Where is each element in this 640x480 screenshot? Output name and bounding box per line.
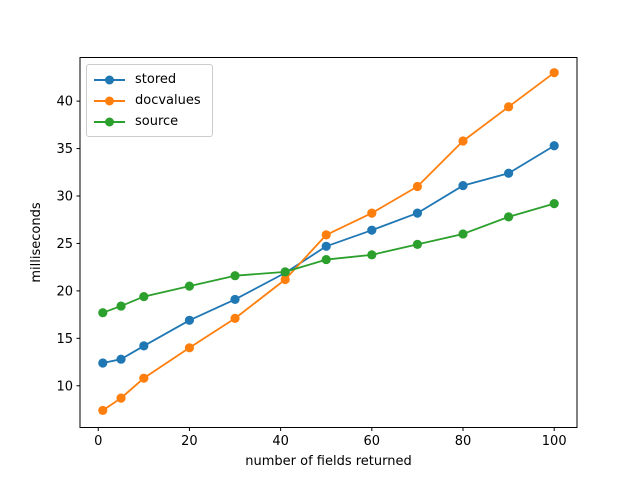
x-tick-label: 20 bbox=[181, 434, 198, 449]
data-point-docvalues bbox=[458, 136, 468, 146]
data-point-docvalues bbox=[98, 405, 108, 416]
data-point-source bbox=[504, 212, 514, 222]
data-point-stored bbox=[116, 354, 126, 364]
series-line-docvalues bbox=[102, 71, 555, 412]
y-tick-label: 20 bbox=[56, 284, 73, 299]
data-point-source bbox=[367, 250, 377, 260]
y-tick-label: 40 bbox=[56, 95, 73, 110]
data-point-source bbox=[184, 281, 195, 291]
data-point-docvalues bbox=[116, 393, 126, 403]
legend-sample-line-source bbox=[94, 117, 125, 126]
legend-entry-stored: stored bbox=[93, 69, 201, 90]
legend-label: stored bbox=[135, 72, 177, 87]
legend-sample-line-stored bbox=[94, 75, 125, 84]
data-point-source bbox=[139, 291, 149, 302]
data-point-docvalues bbox=[280, 274, 290, 285]
data-point-source bbox=[230, 271, 240, 281]
legend-entry-docvalues: docvalues bbox=[93, 90, 201, 111]
legend-marker bbox=[105, 75, 114, 84]
y-tick-label: 25 bbox=[56, 237, 73, 252]
y-axis: 10 15 20 25 30 35 40 bbox=[56, 95, 80, 394]
x-axis: 0 20 40 60 80 100 bbox=[94, 427, 567, 449]
data-point-docvalues bbox=[367, 208, 377, 218]
data-point-docvalues bbox=[139, 373, 149, 383]
data-point-source bbox=[116, 301, 126, 311]
legend-label: source bbox=[135, 114, 179, 129]
data-point-source bbox=[280, 267, 290, 277]
data-point-stored bbox=[367, 225, 377, 235]
legend-label: docvalues bbox=[135, 93, 201, 108]
series-docvalues bbox=[98, 68, 559, 416]
x-axis-label: number of fields returned bbox=[245, 454, 412, 469]
data-point-docvalues bbox=[184, 343, 195, 353]
x-tick-label: 0 bbox=[94, 434, 102, 449]
legend-marker bbox=[105, 96, 114, 105]
y-tick-label: 10 bbox=[56, 379, 73, 394]
data-point-stored bbox=[98, 358, 108, 368]
data-point-stored bbox=[458, 180, 468, 191]
data-point-source bbox=[549, 199, 559, 209]
data-point-stored bbox=[184, 315, 195, 325]
x-tick-label: 80 bbox=[455, 434, 472, 449]
data-point-source bbox=[98, 308, 108, 318]
data-point-docvalues bbox=[549, 68, 559, 78]
data-point-docvalues bbox=[230, 313, 240, 323]
y-axis-label: milliseconds bbox=[29, 202, 44, 282]
data-point-stored bbox=[230, 294, 240, 305]
legend-marker bbox=[105, 117, 114, 126]
legend: stored docvalues source bbox=[86, 64, 213, 137]
series-stored bbox=[98, 141, 559, 368]
legend-sample-line-docvalues bbox=[94, 96, 125, 105]
data-point-source bbox=[458, 229, 468, 239]
data-point-docvalues bbox=[412, 181, 423, 192]
data-point-stored bbox=[549, 141, 559, 151]
data-point-stored bbox=[321, 241, 331, 251]
x-tick-label: 100 bbox=[542, 434, 567, 449]
data-point-docvalues bbox=[504, 102, 514, 112]
plot-frame bbox=[79, 57, 578, 428]
data-point-stored bbox=[412, 208, 423, 218]
data-point-stored bbox=[139, 341, 149, 351]
y-tick-label: 30 bbox=[56, 190, 73, 205]
series-source bbox=[98, 199, 559, 318]
y-tick-label: 15 bbox=[56, 332, 73, 347]
legend-entry-source: source bbox=[93, 111, 201, 132]
x-tick-label: 40 bbox=[272, 434, 289, 449]
data-point-source bbox=[321, 254, 331, 265]
data-point-stored bbox=[504, 168, 514, 178]
series-line-stored bbox=[102, 144, 555, 364]
data-point-docvalues bbox=[321, 230, 331, 240]
x-tick-label: 60 bbox=[364, 434, 381, 449]
data-point-source bbox=[412, 239, 423, 249]
y-tick-label: 35 bbox=[56, 142, 73, 157]
